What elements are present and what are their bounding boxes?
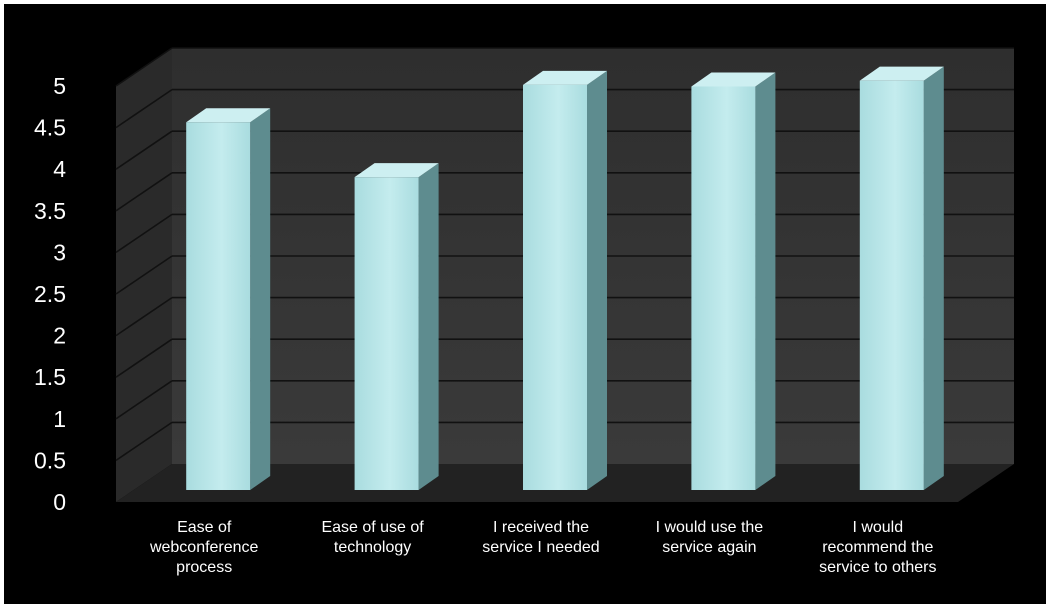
gridline-side [115,47,173,87]
bar-side [587,70,607,490]
bar [354,177,419,490]
gridline-side [115,421,173,462]
x-tick-label-line: technology [334,539,411,556]
x-tick-label-line: service I needed [482,539,599,556]
bar-side [418,163,439,490]
gridline-side [115,380,173,420]
bar [691,86,756,490]
bar-side [250,108,271,491]
gridline-side [115,172,173,212]
y-tick-label: 0.5 [34,447,66,473]
bar [186,122,251,491]
x-tick-label-line: process [176,559,232,576]
y-tick-label: 2.5 [34,281,66,307]
y-tick-label: 4.5 [34,115,66,141]
y-tick-label: 0 [53,489,66,515]
y-tick-label: 1 [53,406,66,432]
x-tick-label-line: service again [662,539,756,556]
bar-side [923,66,944,490]
x-tick-label: I received the service I needed [482,519,599,556]
bar-top [523,70,607,85]
bar [523,84,587,490]
gridline-side [115,213,173,254]
x-tick-label-line: I received the [493,519,589,536]
bar-chart: 0 0.5 1 1.5 2 2.5 3 3.5 4 4.5 5 Ease of webconferenc… [34,47,1014,576]
bar-top [691,72,776,87]
x-tick-label: Ease of use of technology [321,519,424,556]
x-tick-label-line: I would [852,519,903,536]
y-tick-label: 1.5 [34,364,66,390]
y-tick-label: 5 [53,73,66,99]
y-tick-label: 2 [53,323,66,349]
x-tick-label-line: webconference [149,539,259,556]
gridline-side [115,338,173,378]
y-tick-label: 3 [53,239,66,265]
x-tick-label-line: Ease of [177,519,232,536]
x-tick-label: Ease of webconference process [149,519,259,576]
bar-top [354,163,439,178]
x-tick-label: I would use the service again [656,519,764,556]
bar-top [186,108,271,123]
y-tick-label: 3.5 [34,198,66,224]
gridline-side [115,255,173,295]
chart-frame: 0 0.5 1 1.5 2 2.5 3 3.5 4 4.5 5 Ease of webconferenc… [4,4,1046,604]
gridline-side [115,130,173,170]
bar [859,80,924,490]
x-tick-label-line: I would use the [656,519,764,536]
y-tick-label: 4 [53,156,66,182]
x-tick-label-line: recommend the [822,539,933,556]
bar-side [755,72,776,490]
x-tick-label-line: service to others [819,559,936,576]
bar-top [859,66,944,81]
x-tick-label-line: Ease of use of [321,519,424,536]
gridline-side [115,88,173,129]
x-tick-label: I would recommend the service to others [819,519,936,576]
gridline-side [115,296,173,337]
